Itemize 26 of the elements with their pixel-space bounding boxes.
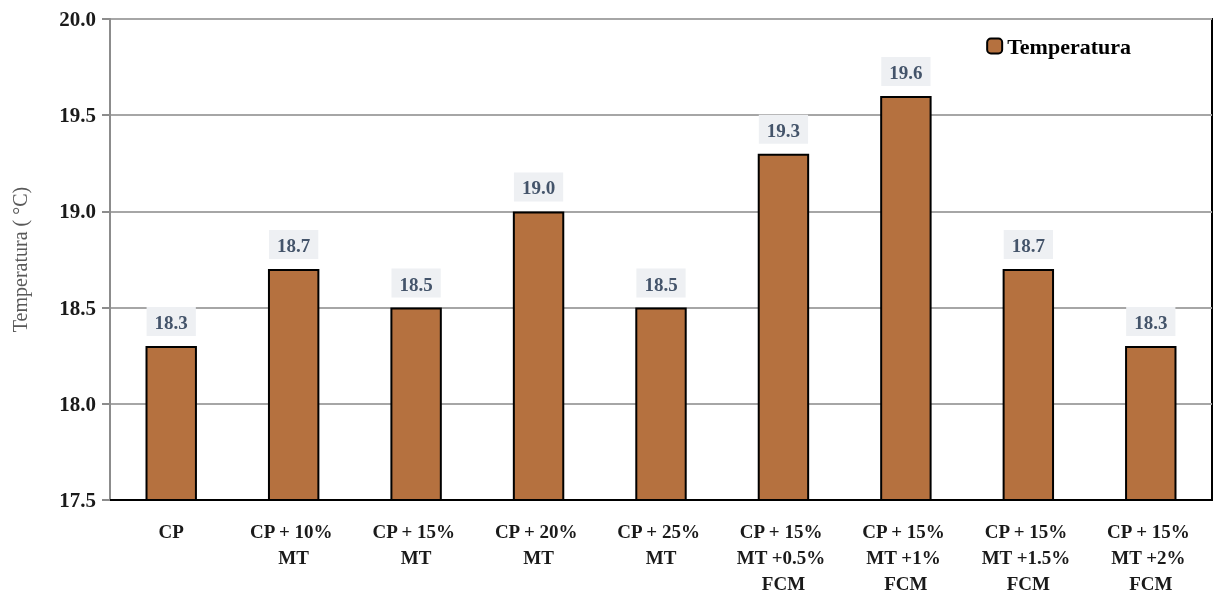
data-label: 19.0: [521, 177, 556, 199]
x-tick-label: CP + 10% MT: [249, 520, 338, 568]
x-tick-label: CP + 15% MT +1% FCM: [862, 520, 950, 594]
data-label: 19.6: [889, 61, 923, 83]
x-tick-label: CP + 15% MT: [372, 520, 460, 568]
y-tick-label: 19.5: [59, 103, 96, 128]
x-tick-label: CP + 20% MT: [494, 520, 583, 568]
data-label: 19.3: [766, 119, 801, 141]
data-label: 18.3: [1134, 312, 1168, 334]
x-tick-label: CP + 15% MT +0.5% FCM: [736, 520, 831, 594]
x-tick-label: CP + 15% MT +1.5% FCM: [981, 520, 1076, 594]
data-label: 18.3: [154, 312, 188, 334]
data-label: 18.5: [399, 273, 433, 295]
x-tick-label: CP + 15% MT +2% FCM: [1107, 520, 1195, 594]
legend-label: Temperatura: [1007, 33, 1132, 59]
data-label: 18.7: [277, 235, 311, 257]
y-tick-label: 20.0: [59, 7, 96, 31]
y-tick-label: 17.5: [59, 488, 96, 512]
y-tick-label: 19.0: [59, 199, 96, 224]
data-label: 18.7: [1011, 235, 1046, 257]
x-tick-label: CP + 25% MT: [617, 520, 705, 568]
y-axis-title: Temperatura ( °C): [9, 186, 32, 333]
data-label: 18.5: [644, 273, 678, 295]
x-tick-label: CP: [158, 520, 185, 542]
y-tick-label: 18.0: [59, 391, 96, 416]
y-tick-label: 18.5: [59, 295, 96, 320]
